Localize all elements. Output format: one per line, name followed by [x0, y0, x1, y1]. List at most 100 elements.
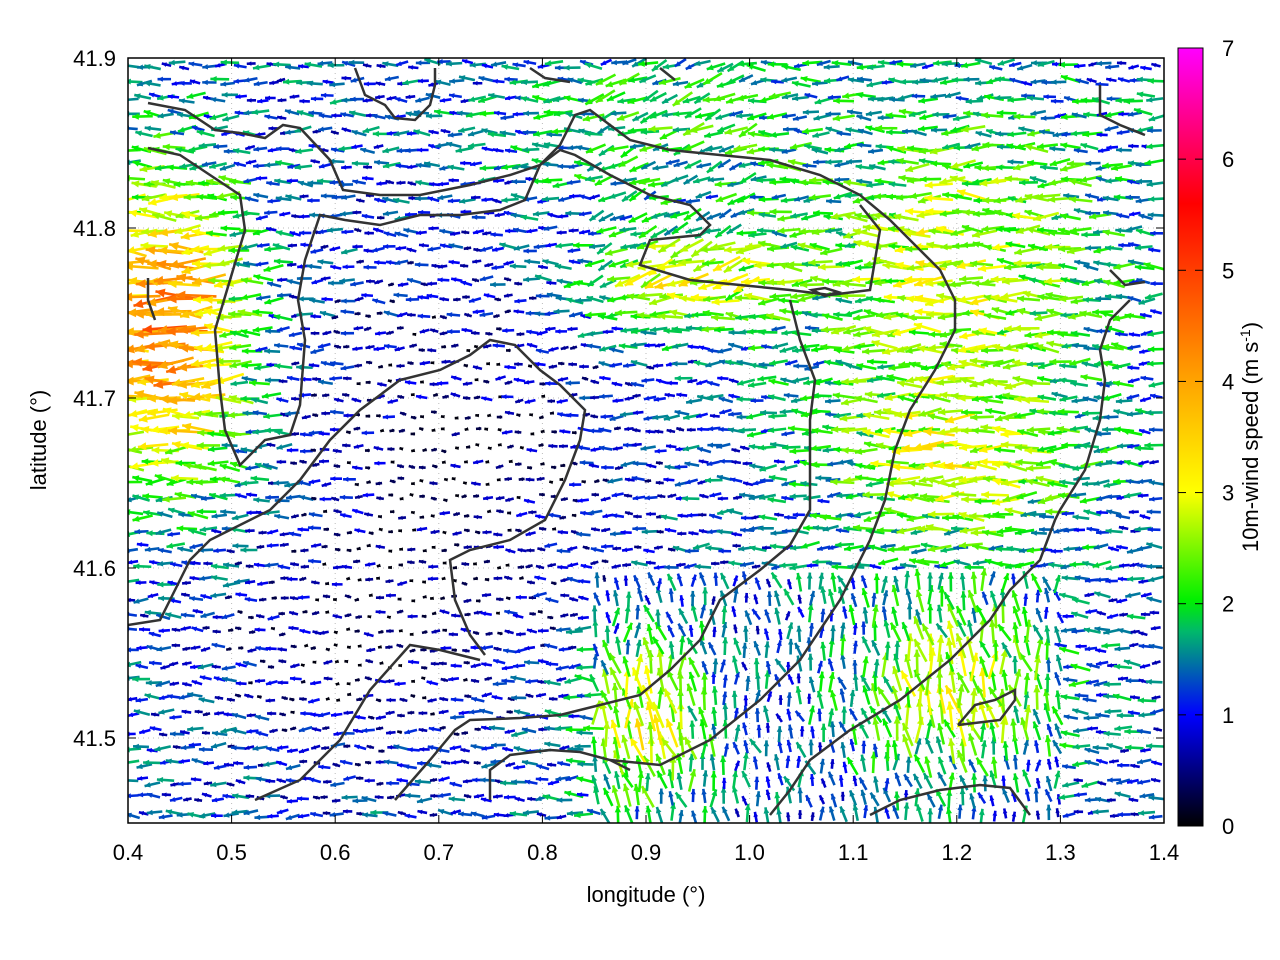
wind-arrow — [565, 726, 586, 733]
wind-arrow — [709, 789, 718, 808]
wind-arrow-head — [614, 771, 620, 778]
wind-arrow — [254, 814, 270, 821]
wind-arrow — [1084, 592, 1095, 598]
wind-arrow-head — [766, 762, 772, 768]
wind-arrow — [198, 812, 216, 819]
wind-arrow — [409, 648, 416, 653]
wind-arrow-head — [1139, 793, 1146, 799]
wind-arrow — [332, 614, 343, 619]
wind-arrow — [707, 641, 717, 656]
wind-arrow-head — [290, 726, 295, 731]
wind-arrow-head — [774, 792, 781, 799]
wind-arrow — [1139, 793, 1155, 799]
wind-arrow-head — [460, 748, 466, 753]
wind-arrow — [624, 698, 635, 729]
wind-arrow-head — [187, 726, 194, 732]
wind-arrow — [1025, 759, 1031, 772]
wind-arrow-head — [592, 755, 598, 762]
wind-arrow — [483, 559, 491, 564]
wind-arrow-head — [362, 812, 369, 818]
wind-arrow — [1044, 788, 1053, 803]
wind-arrow-head — [634, 806, 640, 812]
wind-arrow-head — [460, 759, 466, 764]
wind-arrow-head — [610, 719, 618, 729]
wind-arrow — [721, 806, 731, 822]
wind-arrow — [169, 681, 180, 686]
wind-arrow — [128, 777, 139, 783]
wind-arrow-head — [128, 777, 129, 779]
wind-arrow — [741, 661, 748, 672]
wind-arrow-head — [481, 725, 487, 731]
wind-arrow — [763, 740, 770, 757]
wind-arrow-head — [742, 752, 749, 759]
wind-arrow-head — [470, 743, 477, 750]
wind-arrow-head — [183, 797, 189, 802]
wind-arrow — [398, 628, 403, 633]
wind-arrow-head — [1012, 755, 1019, 761]
wind-arrow — [559, 745, 570, 751]
wind-arrow — [437, 792, 452, 798]
wind-arrow-head — [786, 692, 792, 699]
wind-arrow-head — [577, 761, 584, 768]
wind-arrow-head — [957, 750, 964, 759]
wind-arrow-head — [719, 755, 727, 763]
wind-arrow — [473, 760, 481, 765]
wind-arrow — [569, 612, 579, 617]
wind-arrow — [723, 743, 730, 757]
wind-arrow-head — [1116, 712, 1123, 719]
wind-arrow — [233, 760, 244, 766]
wind-arrow — [959, 572, 966, 591]
wind-arrow — [429, 812, 438, 818]
wind-arrow — [629, 736, 647, 764]
wind-arrow-head — [689, 769, 697, 777]
wind-arrow-head — [806, 795, 811, 802]
wind-arrow — [366, 543, 371, 548]
wind-arrow — [635, 755, 643, 777]
wind-arrow-head — [755, 577, 760, 584]
wind-arrow-head — [1120, 748, 1126, 754]
wind-arrow — [158, 628, 171, 634]
wind-arrow — [989, 722, 997, 742]
wind-arrow — [1054, 671, 1062, 686]
wind-arrow — [181, 682, 193, 687]
wind-arrow — [741, 642, 748, 659]
wind-arrow-head — [169, 714, 175, 720]
wind-arrow — [862, 607, 869, 624]
wind-arrow — [1035, 607, 1043, 623]
wind-arrow-head — [860, 789, 866, 797]
wind-arrow — [286, 576, 298, 582]
wind-arrow — [689, 720, 696, 739]
wind-arrow — [873, 659, 880, 677]
wind-arrow — [1034, 740, 1040, 754]
wind-arrow — [852, 775, 858, 787]
wind-arrow — [146, 792, 161, 799]
wind-arrow-head — [796, 625, 802, 632]
wind-arrow — [416, 526, 428, 532]
wind-arrow — [1084, 759, 1100, 767]
wind-arrow-head — [1011, 811, 1017, 817]
wind-arrow — [991, 756, 998, 779]
wind-arrow — [1148, 795, 1164, 801]
wind-arrow — [254, 678, 266, 684]
wind-arrow — [828, 671, 836, 693]
wind-arrow — [818, 806, 825, 821]
wind-arrow — [330, 781, 345, 788]
wind-arrow — [418, 559, 427, 564]
wind-arrow — [786, 708, 792, 721]
wind-arrow-head — [847, 757, 854, 765]
wind-arrow-head — [735, 808, 740, 814]
wind-arrow — [356, 546, 361, 551]
wind-arrow — [225, 646, 232, 651]
wind-arrow — [368, 531, 374, 536]
wind-arrow-head — [830, 793, 836, 800]
wind-arrow-head — [699, 719, 706, 727]
wind-arrow — [710, 806, 720, 823]
wind-arrow — [525, 678, 539, 684]
wind-arrow — [307, 525, 322, 531]
wind-arrow-head — [831, 563, 839, 571]
wind-arrow — [605, 611, 612, 624]
wind-arrow — [450, 697, 464, 703]
wind-arrow — [1062, 613, 1074, 619]
wind-arrow — [178, 781, 192, 787]
wind-arrow — [364, 760, 372, 765]
